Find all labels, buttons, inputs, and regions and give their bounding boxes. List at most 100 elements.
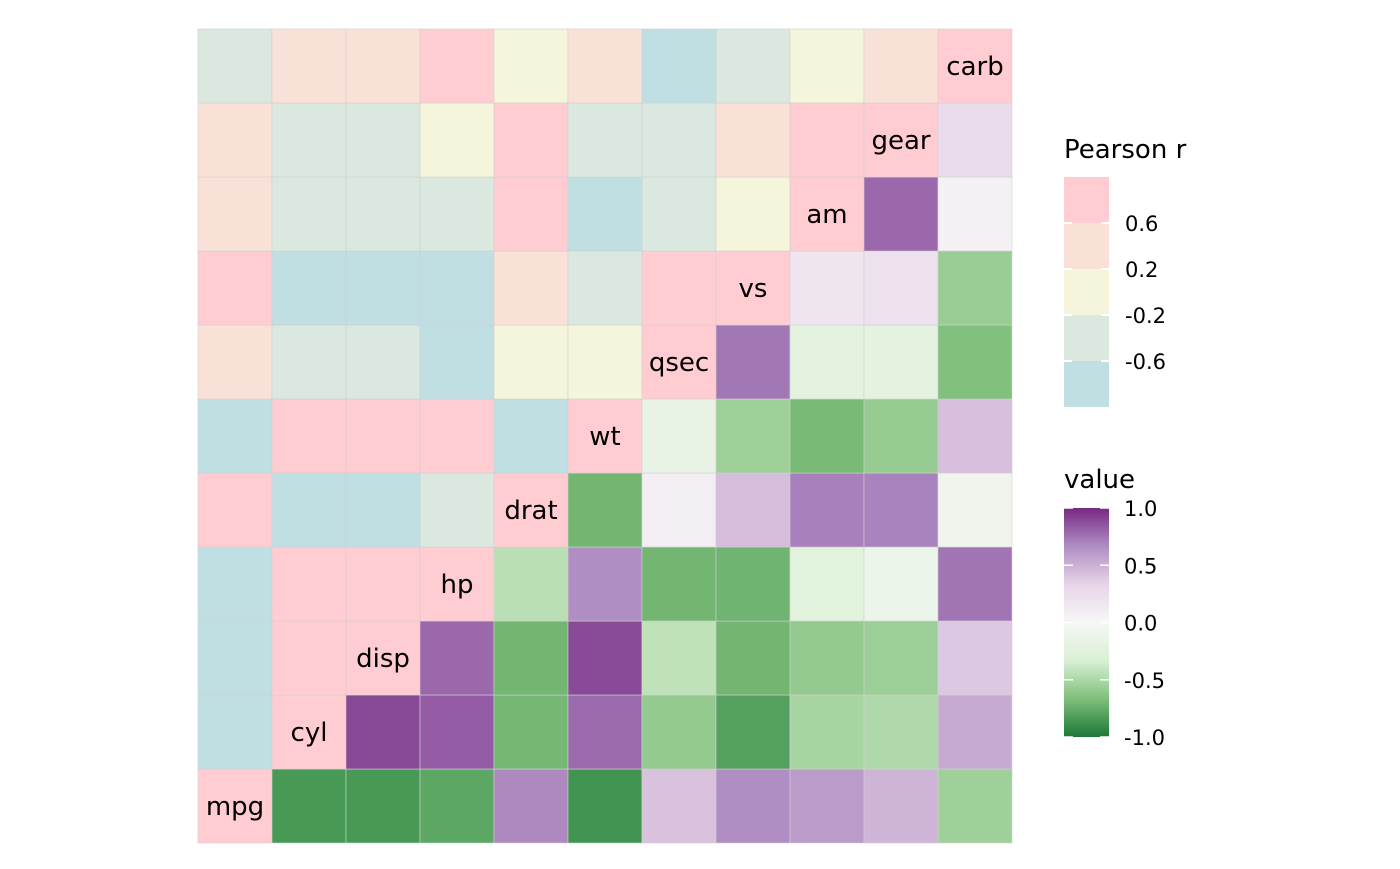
heatmap-cell-carb-drat xyxy=(937,472,1013,548)
diagonal-label-vs: vs xyxy=(739,274,768,304)
heatmap-cell-carb-mpg xyxy=(937,768,1013,844)
heatmap-cell-vs-am xyxy=(715,176,791,252)
heatmap-cell-am-drat xyxy=(789,472,865,548)
heatmap-cell-cyl-gear xyxy=(271,102,347,178)
heatmap-cell-am-vs xyxy=(789,250,865,326)
heatmap-cell-gear-wt xyxy=(863,398,939,474)
diagonal-label-am: am xyxy=(806,200,847,230)
heatmap-cell-vs-mpg xyxy=(715,768,791,844)
diagonal-label-carb: carb xyxy=(946,52,1003,82)
heatmap-cell-drat-wt xyxy=(493,398,569,474)
heatmap-cell-mpg-carb xyxy=(197,28,273,104)
heatmap-cell-mpg-vs xyxy=(197,250,273,326)
heatmap-cell-vs-hp xyxy=(715,546,791,622)
diagonal-labels: mpg cyl disp hp drat wt qsec vs am gear carb xyxy=(206,52,1004,822)
heatmap-cell-drat-gear xyxy=(493,102,569,178)
heatmap-cell-disp-cyl xyxy=(345,694,421,770)
heatmap-cell-am-am xyxy=(789,176,865,252)
heatmap-cell-carb-qsec xyxy=(937,324,1013,400)
heatmap-cell-qsec-carb xyxy=(641,28,717,104)
heatmap-cell-drat-disp xyxy=(493,620,569,696)
legend-value-label-3: -0.5 xyxy=(1124,669,1165,693)
heatmap-cell-cyl-drat xyxy=(271,472,347,548)
diagonal-label-qsec: qsec xyxy=(649,348,709,378)
heatmap-cell-qsec-vs xyxy=(641,250,717,326)
heatmap-cell-hp-disp xyxy=(419,620,495,696)
heatmap-cell-wt-mpg xyxy=(567,768,643,844)
heatmap-cell-disp-hp xyxy=(345,546,421,622)
heatmap-cell-mpg-gear xyxy=(197,102,273,178)
heatmap-cell-carb-am xyxy=(937,176,1013,252)
diagonal-label-hp: hp xyxy=(441,570,474,600)
heatmap-cell-drat-drat xyxy=(493,472,569,548)
legend-pearson-key-3 xyxy=(1064,315,1109,361)
heatmap-cell-wt-drat xyxy=(567,472,643,548)
heatmap-cell-carb-cyl xyxy=(937,694,1013,770)
heatmap-cell-hp-drat xyxy=(419,472,495,548)
heatmap-cell-wt-am xyxy=(567,176,643,252)
diagonal-label-drat: drat xyxy=(504,496,557,526)
diagonal-label-gear: gear xyxy=(871,126,930,156)
heatmap-cell-vs-drat xyxy=(715,472,791,548)
heatmap-cell-gear-hp xyxy=(863,546,939,622)
legend-pearson-key-0 xyxy=(1064,177,1109,223)
legend-pearson-label-1: 0.2 xyxy=(1125,258,1158,282)
legend-pearson-title: Pearson r xyxy=(1064,135,1187,165)
heatmap-cell-hp-carb xyxy=(419,28,495,104)
heatmap-cell-wt-disp xyxy=(567,620,643,696)
heatmap-cell-drat-am xyxy=(493,176,569,252)
heatmap-cell-qsec-drat xyxy=(641,472,717,548)
heatmap-cell-mpg-wt xyxy=(197,398,273,474)
heatmap-cell-vs-gear xyxy=(715,102,791,178)
diagonal-label-wt: wt xyxy=(589,422,620,452)
diagonal-label-disp: disp xyxy=(356,644,410,674)
heatmap-cell-mpg-mpg xyxy=(197,768,273,844)
legend-value-label-2: 0.0 xyxy=(1124,612,1157,636)
heatmap-cell-cyl-cyl xyxy=(271,694,347,770)
heatmap-cell-mpg-disp xyxy=(197,620,273,696)
legend-pearson-label-0: 0.6 xyxy=(1125,212,1158,236)
heatmap-cell-drat-mpg xyxy=(493,768,569,844)
heatmap-cell-am-mpg xyxy=(789,768,865,844)
heatmap-cell-wt-wt xyxy=(567,398,643,474)
heatmap-cell-qsec-cyl xyxy=(641,694,717,770)
heatmap-cell-wt-cyl xyxy=(567,694,643,770)
heatmap-cell-gear-cyl xyxy=(863,694,939,770)
heatmap-cell-am-qsec xyxy=(789,324,865,400)
heatmap-cell-mpg-am xyxy=(197,176,273,252)
heatmap-cell-mpg-hp xyxy=(197,546,273,622)
diagonal-label-cyl: cyl xyxy=(291,718,328,748)
heatmap-cell-qsec-am xyxy=(641,176,717,252)
heatmap-cell-vs-vs xyxy=(715,250,791,326)
heatmap-cell-hp-vs xyxy=(419,250,495,326)
heatmap-cell-hp-gear xyxy=(419,102,495,178)
heatmap-cell-gear-am xyxy=(863,176,939,252)
heatmap-cell-gear-mpg xyxy=(863,768,939,844)
heatmap-cell-disp-carb xyxy=(345,28,421,104)
heatmap-cell-am-carb xyxy=(789,28,865,104)
heatmap-cell-qsec-disp xyxy=(641,620,717,696)
heatmap-cell-drat-cyl xyxy=(493,694,569,770)
heatmap-cell-vs-cyl xyxy=(715,694,791,770)
heatmap-cell-carb-vs xyxy=(937,250,1013,326)
heatmap-cell-disp-drat xyxy=(345,472,421,548)
heatmap-cell-qsec-mpg xyxy=(641,768,717,844)
heatmap-cell-cyl-am xyxy=(271,176,347,252)
legend-pearson-label-2: -0.2 xyxy=(1125,304,1166,328)
heatmap-cell-cyl-qsec xyxy=(271,324,347,400)
legend-pearson-key-4 xyxy=(1064,361,1109,407)
heatmap-cell-mpg-qsec xyxy=(197,324,273,400)
heatmap-cell-cyl-carb xyxy=(271,28,347,104)
heatmap-cell-hp-wt xyxy=(419,398,495,474)
heatmap-cell-drat-qsec xyxy=(493,324,569,400)
heatmap-cell-vs-qsec xyxy=(715,324,791,400)
heatmap-cell-mpg-drat xyxy=(197,472,273,548)
heatmap-cell-disp-qsec xyxy=(345,324,421,400)
heatmap-cell-am-wt xyxy=(789,398,865,474)
heatmap-cell-gear-qsec xyxy=(863,324,939,400)
legend-value: value 1.0 0.5 0.0 -0.5 -1.0 xyxy=(1064,465,1165,750)
heatmap-cell-cyl-mpg xyxy=(271,768,347,844)
heatmap-cell-am-cyl xyxy=(789,694,865,770)
